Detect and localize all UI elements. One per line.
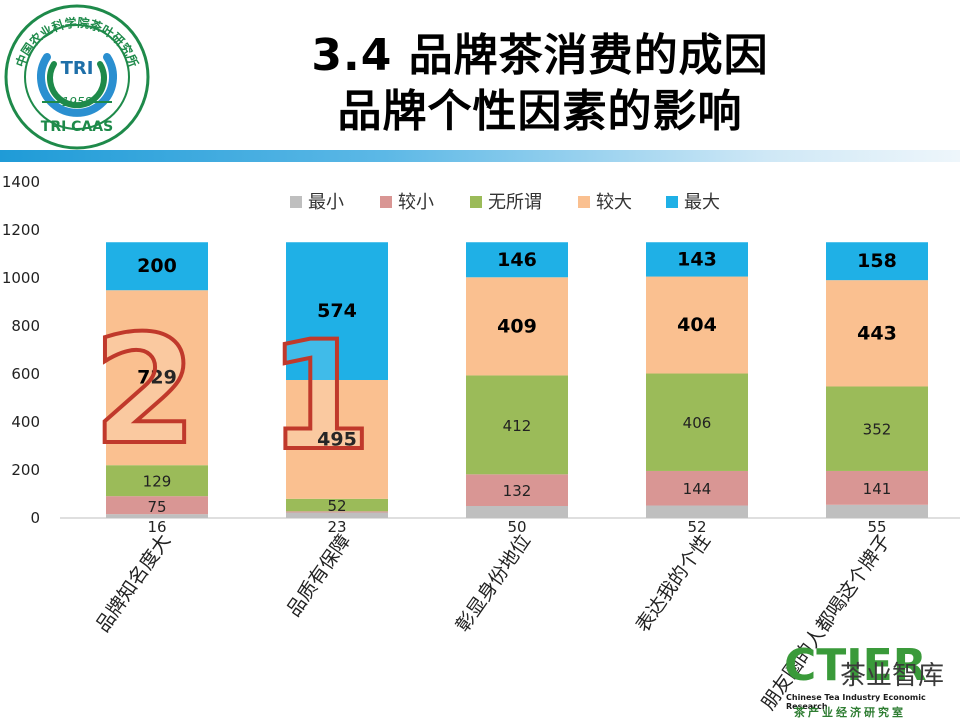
data-label: 443 [857,322,897,344]
rank-numeral: 2 [93,304,197,478]
data-label: 574 [317,300,357,322]
x-tick-label: 彰显身份地位 [452,530,535,636]
bar-segment [646,276,748,374]
data-label: 729 [137,367,177,389]
legend-label: 最大 [684,192,720,213]
bar-segment [106,496,208,515]
bar-segment [286,498,388,512]
legend-label: 较小 [398,192,434,213]
bar-segment [466,506,568,518]
y-tick-label: 0 [30,509,40,527]
data-label: 50 [507,518,526,536]
logo-bottom-text: TRI CAAS [41,119,113,135]
y-tick-label: 1000 [2,269,40,287]
bar-segment [646,242,748,277]
watermark-english-text: Chinese Tea Industry Economic Research [786,693,926,711]
bar-segment [646,505,748,518]
data-label: 352 [863,421,892,439]
watermark-logo: CTIER [784,640,927,691]
bar-segment [286,380,388,499]
x-tick-label: 表达我的个性 [632,530,715,636]
data-label: 406 [683,414,712,432]
legend-swatch [470,196,482,208]
data-label: 141 [863,480,892,498]
legend-swatch [666,196,678,208]
y-tick-label: 1400 [2,173,40,191]
bar-segment [826,242,928,281]
bar-segment [286,512,388,518]
bar-segment [826,504,928,518]
legend-swatch [380,196,392,208]
data-label: 143 [677,248,717,270]
rank-numeral: 1 [268,310,372,484]
watermark-overlay-text: 茶业智库 [840,661,945,691]
bar-segment [106,290,208,466]
logo-year: 1958 [62,95,93,109]
watermark-chinese-text: 茶产业经济研究室 [794,706,906,719]
institute-logo: TRI 1958 TRI CAAS 中国农业科学院茶叶研究所 [4,4,150,150]
bar-segment [286,242,388,380]
data-label: 132 [503,482,532,500]
legend-label: 最小 [308,192,344,213]
y-tick-label: 200 [11,461,40,479]
data-label: 200 [137,255,177,277]
bar-segment [106,514,208,518]
bar-segment [826,386,928,471]
bar-segment [466,277,568,376]
y-tick-label: 1200 [2,221,40,239]
data-label: 409 [497,315,537,337]
header-divider-band [0,150,960,162]
slide-title: 3.4 品牌茶消费的成因 品牌个性因素的影响 [170,28,910,140]
bar-segment [466,474,568,506]
data-label: 146 [497,249,537,271]
data-label: 55 [867,518,886,536]
legend-swatch [578,196,590,208]
bar-segment [286,511,388,513]
bar-segment [466,242,568,278]
bar-segment [646,373,748,471]
bar-segment [646,470,748,506]
data-label: 52 [327,497,346,515]
legend-swatch [290,196,302,208]
bar-segment [106,242,208,291]
legend-label: 无所谓 [488,192,542,213]
title-line-2: 品牌个性因素的影响 [337,86,743,137]
bar-segment [466,375,568,475]
logo-center-text: TRI [61,58,94,79]
data-label: 158 [857,250,897,272]
data-label: 16 [147,518,166,536]
y-tick-label: 400 [11,413,40,431]
data-label: 23 [327,518,346,536]
y-tick-label: 800 [11,317,40,335]
data-label: 52 [687,518,706,536]
title-line-1: 3.4 品牌茶消费的成因 [311,30,769,81]
x-tick-label: 品质有保障 [283,530,356,620]
watermark-brand: CTIER [784,640,927,691]
data-label: 495 [317,428,357,450]
data-label: 404 [677,314,717,336]
legend-label: 较大 [596,192,632,213]
y-tick-label: 600 [11,365,40,383]
bar-segment [106,465,208,497]
data-label: 412 [503,417,532,435]
bar-segment [826,470,928,505]
data-label: 129 [143,473,172,491]
data-label: 75 [147,498,166,516]
x-tick-label: 品牌知名度大 [92,530,175,636]
bar-segment [826,280,928,387]
data-label: 144 [683,480,712,498]
